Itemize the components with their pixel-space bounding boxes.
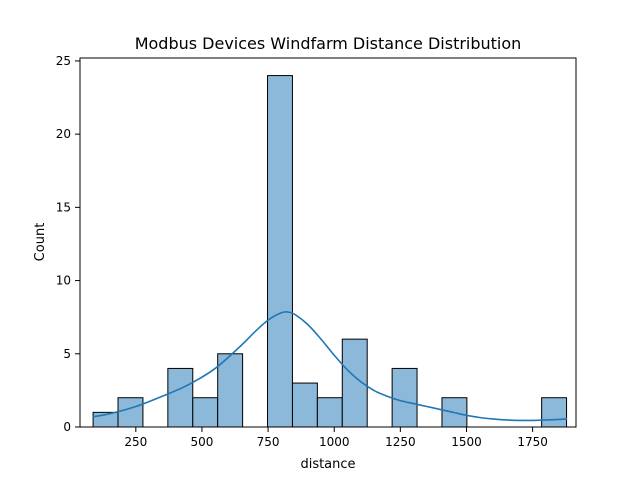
chart-title: Modbus Devices Windfarm Distance Distrib… — [135, 34, 522, 53]
y-tick-label-2: 10 — [56, 274, 71, 288]
y-tick-label-3: 15 — [56, 200, 71, 214]
x-tick-label-1: 500 — [190, 435, 213, 449]
axes-frame — [79, 57, 577, 428]
histogram-bar-8 — [291, 382, 318, 428]
kde-line — [92, 311, 568, 422]
x-tick-label-6: 1750 — [517, 435, 548, 449]
x-tick-label-3: 1000 — [319, 435, 350, 449]
y-tick-label-0: 0 — [63, 420, 71, 434]
histogram-bar-18 — [541, 397, 568, 428]
histogram-bar-7 — [267, 75, 293, 428]
histogram-bar-1 — [117, 397, 144, 428]
y-tick-label-1: 5 — [63, 347, 71, 361]
x-tick-label-5: 1500 — [451, 435, 482, 449]
x-axis-label: distance — [300, 457, 355, 472]
bars-group — [92, 75, 568, 428]
x-tick-label-2: 750 — [257, 435, 280, 449]
histogram-bar-12 — [391, 367, 418, 428]
histogram-bar-5 — [217, 353, 244, 428]
y-tick-label-5: 25 — [56, 54, 71, 68]
x-axis-ticks: 250 500 750 1000 1250 1500 1750 — [124, 427, 548, 449]
x-tick-label-0: 250 — [124, 435, 147, 449]
histogram-bar-4 — [192, 397, 219, 428]
x-tick-label-4: 1250 — [385, 435, 416, 449]
histogram-bar-3 — [167, 367, 194, 428]
histogram-bar-9 — [316, 397, 343, 428]
y-tick-label-4: 20 — [56, 127, 71, 141]
y-axis-label: Count — [33, 223, 48, 262]
y-axis-ticks: 0 5 10 15 20 25 — [56, 54, 80, 434]
